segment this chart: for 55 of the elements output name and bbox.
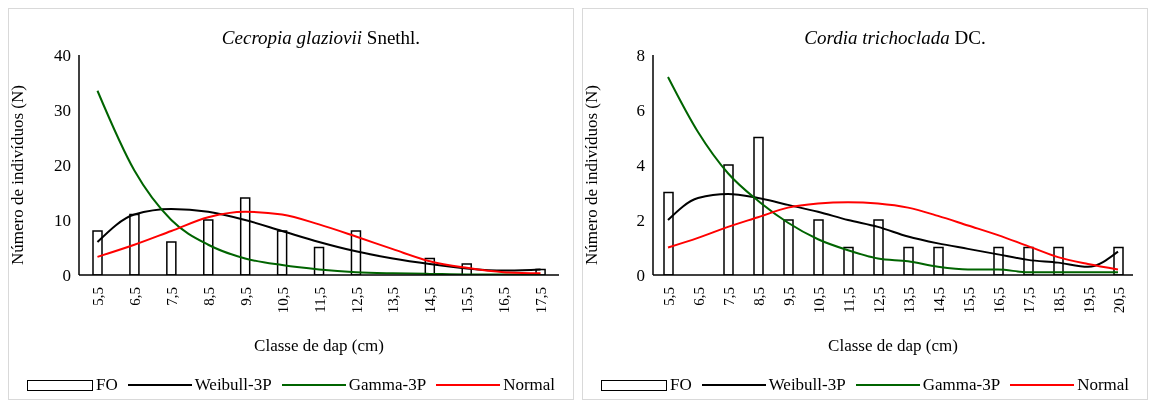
y-tick-label: 2 <box>636 211 645 231</box>
y-tick-label: 0 <box>62 266 71 286</box>
legend-label: Normal <box>503 375 556 395</box>
x-tick-label: 7,5 <box>720 287 737 306</box>
x-tick-label: 17,5 <box>1020 287 1037 314</box>
x-tick-label: 14,5 <box>422 287 439 314</box>
y-tick-label: 6 <box>636 101 645 121</box>
y-tick-label: 10 <box>54 211 71 231</box>
x-axis-title: Classe de dap (cm) <box>254 336 384 355</box>
y-tick-label: 0 <box>636 266 645 286</box>
y-tick-label: 20 <box>54 156 71 176</box>
y-axis-title: Número de indivíduos (N) <box>8 85 28 265</box>
legend-label: FO <box>95 375 118 395</box>
x-tick-label: 5,5 <box>660 287 677 306</box>
x-tick-label: 12,5 <box>348 287 365 314</box>
x-tick-label: 19,5 <box>1080 287 1097 314</box>
chart-title: Cecropia glaziovii Snethl. <box>221 27 421 48</box>
line-series <box>667 201 1119 271</box>
x-tick-label: 7,5 <box>163 287 180 306</box>
x-tick-label: 5,5 <box>90 287 107 306</box>
x-tick-label: 6,5 <box>127 287 144 306</box>
legend-label: Gamma-3P <box>922 375 1001 395</box>
x-tick-label: 15,5 <box>459 287 476 314</box>
x-tick-label: 12,5 <box>870 287 887 314</box>
x-tick-label: 14,5 <box>930 287 947 314</box>
legend-label: Weibull-3P <box>768 375 846 395</box>
x-tick-label: 8,5 <box>750 287 767 306</box>
legend-label: FO <box>669 375 692 395</box>
legend-label: Normal <box>1077 375 1130 395</box>
legend-label: Gamma-3P <box>348 375 427 395</box>
x-tick-label: 10,5 <box>274 287 291 314</box>
legend-label: Weibull-3P <box>194 375 272 395</box>
x-tick-label: 13,5 <box>385 287 402 314</box>
x-tick-label: 17,5 <box>533 287 550 314</box>
x-tick-label: 11,5 <box>840 287 857 313</box>
x-tick-label: 13,5 <box>900 287 917 314</box>
y-tick-label: 30 <box>54 101 71 121</box>
x-tick-label: 6,5 <box>690 287 707 306</box>
y-tick-label: 40 <box>54 46 71 66</box>
y-axis-title: Número de indivíduos (N) <box>582 85 602 265</box>
x-tick-label: 8,5 <box>200 287 217 306</box>
y-tick-label: 4 <box>636 156 646 176</box>
chart-title: Cordia trichoclada DC. <box>804 27 986 48</box>
x-axis-title: Classe de dap (cm) <box>828 336 958 355</box>
x-tick-label: 20,5 <box>1110 287 1127 314</box>
x-tick-label: 18,5 <box>1050 287 1067 314</box>
x-tick-label: 15,5 <box>960 287 977 314</box>
x-tick-label: 9,5 <box>780 287 797 306</box>
x-tick-label: 16,5 <box>496 287 513 314</box>
line-series <box>667 76 1119 274</box>
x-tick-label: 10,5 <box>810 287 827 314</box>
x-tick-label: 11,5 <box>311 287 328 313</box>
x-tick-label: 9,5 <box>237 287 254 306</box>
x-tick-label: 16,5 <box>990 287 1007 314</box>
y-tick-label: 8 <box>636 46 645 66</box>
